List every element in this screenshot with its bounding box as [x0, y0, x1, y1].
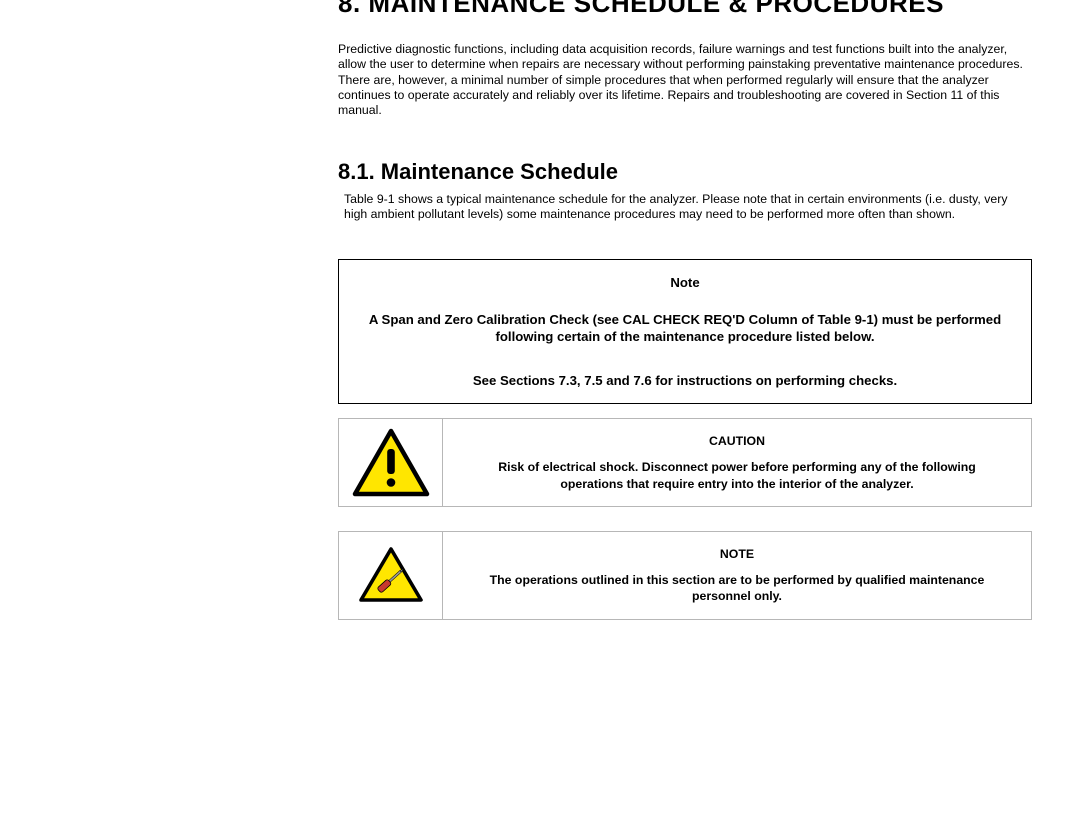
note2-title: NOTE: [469, 546, 1005, 562]
note2-icon-cell: [339, 532, 443, 619]
caution-icon-cell: [339, 419, 443, 506]
note2-body: The operations outlined in this section …: [469, 572, 1005, 604]
caution-title: CAUTION: [469, 433, 1005, 449]
intro-paragraph: Predictive diagnostic functions, includi…: [338, 42, 1032, 119]
warning-screwdriver-icon: [358, 546, 424, 604]
note-box: Note A Span and Zero Calibration Check (…: [338, 259, 1032, 405]
sub-heading: 8.1. Maintenance Schedule: [338, 159, 1032, 185]
caution-callout: CAUTION Risk of electrical shock. Discon…: [338, 418, 1032, 507]
caution-body: Risk of electrical shock. Disconnect pow…: [469, 459, 1005, 491]
note2-text-cell: NOTE The operations outlined in this sec…: [443, 532, 1031, 619]
note-title: Note: [357, 274, 1013, 291]
main-heading-text: 8. MAINTENANCE SCHEDULE & PROCEDURES: [338, 0, 944, 16]
note2-callout: NOTE The operations outlined in this sec…: [338, 531, 1032, 620]
main-heading: 8. MAINTENANCE SCHEDULE & PROCEDURES: [338, 0, 1032, 16]
note-body2: See Sections 7.3, 7.5 and 7.6 for instru…: [357, 372, 1013, 389]
caution-text-cell: CAUTION Risk of electrical shock. Discon…: [443, 419, 1031, 506]
warning-exclamation-icon: [352, 428, 430, 498]
note-body1: A Span and Zero Calibration Check (see C…: [357, 311, 1013, 346]
schedule-paragraph: Table 9-1 shows a typical maintenance sc…: [338, 192, 1032, 223]
